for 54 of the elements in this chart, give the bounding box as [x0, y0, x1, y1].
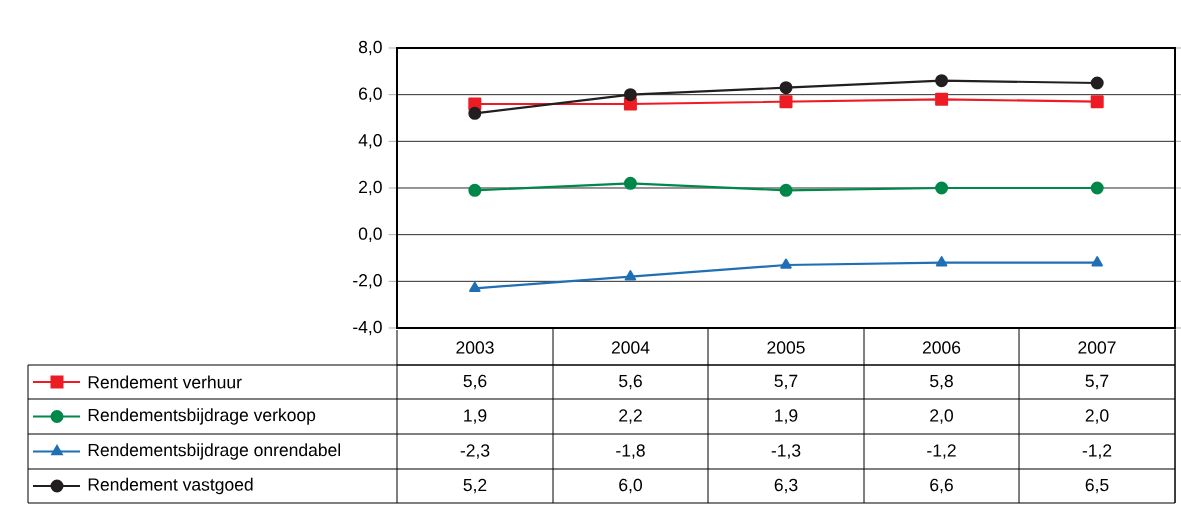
data-label: 6,6	[930, 478, 953, 494]
data-label: -1,2	[1082, 444, 1112, 459]
legend-label: Rendement vastgoed	[88, 477, 253, 495]
y-tick-label: 6,0	[359, 87, 382, 102]
point	[780, 258, 792, 269]
point	[1091, 256, 1103, 267]
legend-label: Rendementsbijdrage onrendabel	[88, 443, 341, 460]
point	[1090, 95, 1104, 109]
data-label: 5,6	[463, 374, 487, 390]
data-label: 5,8	[930, 374, 953, 390]
point	[935, 92, 949, 106]
data-label: 5,6	[619, 374, 642, 390]
data-label: 5,2	[463, 478, 487, 494]
data-label: 1,9	[775, 409, 798, 424]
data-label: -1,8	[616, 444, 645, 459]
point	[469, 281, 481, 293]
point	[1090, 76, 1104, 90]
data-label: 2,0	[930, 409, 953, 424]
y-tick-label: 2,0	[359, 180, 382, 196]
data-label: 2,2	[619, 409, 642, 424]
legend-label: Rendement verhuur	[88, 375, 242, 389]
data-label: -1,2	[927, 444, 956, 459]
x-tick-label: 2005	[767, 341, 805, 354]
data-label: 2,0	[1085, 409, 1109, 424]
data-label: 5,7	[774, 374, 798, 390]
x-tick-label: 2006	[922, 341, 961, 354]
data-label: 6,3	[774, 478, 798, 494]
point	[935, 74, 949, 88]
x-tick-label: 2003	[456, 341, 494, 354]
point	[624, 270, 637, 281]
data-label: -2,3	[460, 444, 490, 459]
legend-label: Rendementsbijdrage verkoop	[88, 408, 316, 425]
point	[1090, 181, 1104, 195]
point	[779, 183, 793, 197]
y-tick-label: -4,0	[353, 320, 382, 336]
point	[623, 176, 637, 190]
point	[623, 88, 637, 102]
point	[468, 106, 482, 120]
y-tick-label: 4,0	[358, 134, 382, 149]
y-tick-label: 8,0	[358, 40, 382, 56]
data-label: 5,7	[1085, 374, 1109, 390]
point	[935, 256, 948, 267]
data-label: 6,5	[1085, 478, 1109, 494]
y-tick-label: 0,0	[358, 227, 382, 242]
data-label: 6,0	[619, 478, 642, 494]
data-label: -1,3	[771, 444, 801, 459]
data-label: 1,9	[464, 409, 487, 424]
point	[779, 81, 793, 95]
x-tick-label: 2004	[611, 341, 650, 354]
point	[779, 95, 793, 109]
x-tick-label: 2007	[1078, 341, 1116, 354]
point	[468, 183, 482, 197]
point	[935, 181, 949, 195]
y-tick-label: -2,0	[353, 274, 382, 289]
